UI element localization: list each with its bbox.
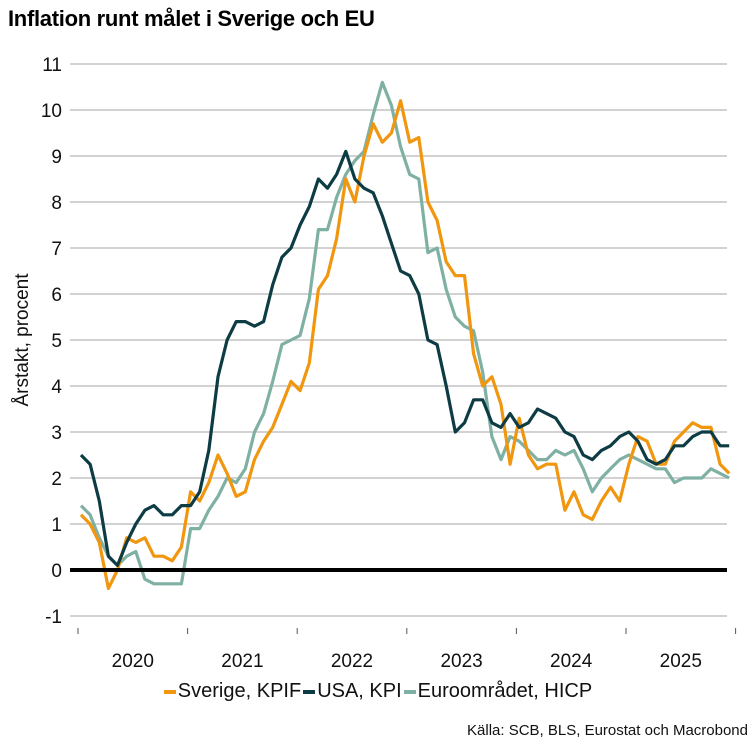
legend-label: Euroområdet, HICP xyxy=(417,680,593,702)
y-tick-label: 11 xyxy=(42,55,62,76)
x-tick-label: 2020 xyxy=(112,651,154,672)
series-line-usa-kpi xyxy=(79,149,730,568)
y-tick-label: 8 xyxy=(51,193,62,214)
y-tick-label: 9 xyxy=(51,147,62,168)
series-lines xyxy=(70,80,731,591)
series-line-sverige-kpif xyxy=(79,99,731,591)
x-tick-label: 2025 xyxy=(660,651,702,672)
x-tick-label: 2021 xyxy=(221,651,263,672)
y-tick-label: 10 xyxy=(41,101,62,122)
source-note: Källa: SCB, BLS, Eurostat och Macrobond xyxy=(467,722,748,739)
y-tick-labels: -1 0 1 2 3 4 5 6 7 8 9 10 11 xyxy=(41,55,63,628)
gridlines xyxy=(70,63,727,617)
chart-title: Inflation runt målet i Sverige och EU xyxy=(8,6,375,31)
y-axis-label: Årstakt, procent xyxy=(12,273,33,407)
legend-label: Sverige, KPIF xyxy=(177,680,302,702)
y-tick-label: 3 xyxy=(51,423,62,444)
y-tick-label: 2 xyxy=(51,469,62,490)
x-tick-label: 2022 xyxy=(331,651,373,672)
legend-label: USA, KPI xyxy=(317,680,402,702)
y-tick-label: 5 xyxy=(51,331,62,352)
legend-swatch xyxy=(163,689,176,694)
y-tick-label: -1 xyxy=(45,607,62,628)
y-tick-label: 6 xyxy=(51,285,62,306)
series-line-euroområdet-hicp xyxy=(79,80,730,586)
x-tick-label: 2023 xyxy=(440,651,482,672)
y-tick-label: 4 xyxy=(51,377,62,398)
legend: Sverige, KPIF USA, KPI Euroområdet, HICP xyxy=(0,680,756,703)
legend-swatch xyxy=(403,689,416,694)
y-tick-label: 0 xyxy=(51,561,62,582)
legend-item-sverige: Sverige, KPIF xyxy=(163,680,302,702)
legend-swatch xyxy=(303,689,316,694)
x-tick-labels: 2020 2021 2022 2023 2024 2025 xyxy=(77,628,737,672)
y-tick-label: 1 xyxy=(51,515,62,536)
x-tick-label: 2024 xyxy=(550,651,593,672)
legend-item-usa: USA, KPI xyxy=(303,680,402,702)
legend-item-euro: Euroområdet, HICP xyxy=(403,680,593,702)
y-tick-label: 7 xyxy=(51,239,62,260)
